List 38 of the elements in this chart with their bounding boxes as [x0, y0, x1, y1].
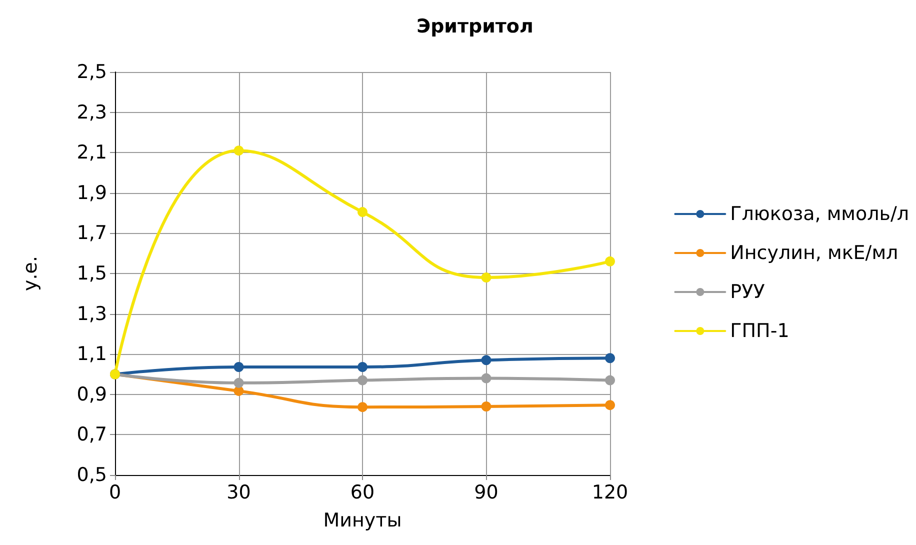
- point: [358, 375, 368, 386]
- point: [481, 272, 492, 283]
- y-axis-title: у.е.: [20, 256, 42, 292]
- y-tick-label: 2,5: [76, 61, 107, 83]
- x-tick-label: 90: [474, 482, 498, 504]
- y-tick-label: 1,7: [76, 222, 107, 244]
- x-tick-label: 0: [108, 482, 122, 504]
- point: [605, 400, 615, 410]
- point: [481, 401, 492, 412]
- legend-label: Инсулин, мкЕ/мл: [730, 242, 898, 264]
- x-tick-label: 30: [226, 482, 251, 504]
- y-tick-label: 0,9: [76, 383, 107, 406]
- point: [358, 362, 368, 372]
- y-tick-label: 1,3: [76, 302, 107, 325]
- point: [605, 375, 615, 386]
- point: [358, 207, 368, 218]
- point: [358, 402, 368, 412]
- point: [605, 353, 615, 364]
- point: [234, 362, 244, 372]
- point: [234, 146, 244, 156]
- y-tick-label: 1,5: [76, 262, 107, 284]
- point: [234, 378, 244, 388]
- y-tick-label: 0,5: [76, 464, 107, 486]
- y-tick-label: 0,7: [76, 424, 107, 446]
- y-tick-label: 2,3: [76, 101, 107, 124]
- x-axis-title: Минуты: [323, 510, 402, 532]
- chart-title: Эритритол: [416, 16, 534, 38]
- legend-label: ГПП-1: [730, 320, 790, 342]
- legend-label: РУУ: [730, 281, 766, 303]
- y-tick-label: 1,9: [76, 182, 107, 204]
- y-tick-label: 2,1: [76, 142, 107, 164]
- x-tick-label: 60: [350, 482, 375, 504]
- y-tick-label: 1,1: [76, 343, 107, 366]
- point: [605, 256, 615, 266]
- legend-label: Глюкоза, ммоль/л: [730, 203, 910, 225]
- x-tick-label: 120: [592, 482, 628, 504]
- point: [481, 373, 492, 384]
- point: [481, 355, 492, 366]
